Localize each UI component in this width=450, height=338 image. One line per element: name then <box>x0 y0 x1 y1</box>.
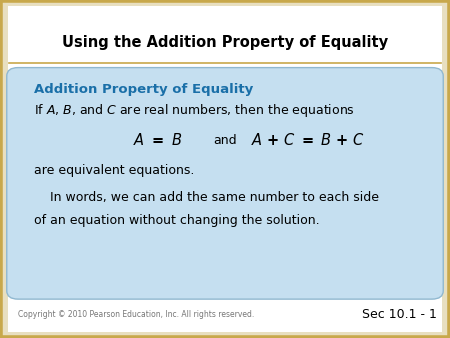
Text: In words, we can add the same number to each side: In words, we can add the same number to … <box>34 191 379 204</box>
Text: Sec 10.1 - 1: Sec 10.1 - 1 <box>362 308 436 321</box>
Text: Copyright © 2010 Pearson Education, Inc. All rights reserved.: Copyright © 2010 Pearson Education, Inc.… <box>18 310 254 319</box>
Text: are equivalent equations.: are equivalent equations. <box>34 164 194 177</box>
Text: $\mathbf{\mathit{A}}$ $\mathbf{=}$ $\mathbf{\mathit{B}}$: $\mathbf{\mathit{A}}$ $\mathbf{=}$ $\mat… <box>133 132 182 148</box>
Text: of an equation without changing the solution.: of an equation without changing the solu… <box>34 214 320 227</box>
Text: $\mathbf{\mathit{A}}$ $\mathbf{+}$ $\mathbf{\mathit{C}}$ $\mathbf{=}$ $\mathbf{\: $\mathbf{\mathit{A}}$ $\mathbf{+}$ $\mat… <box>252 132 365 148</box>
Text: If $\mathit{A}$, $\mathit{B}$, and $\mathit{C}$ are real numbers, then the equat: If $\mathit{A}$, $\mathit{B}$, and $\mat… <box>34 102 355 119</box>
FancyBboxPatch shape <box>7 68 443 299</box>
Text: Addition Property of Equality: Addition Property of Equality <box>34 83 253 96</box>
Text: Using the Addition Property of Equality: Using the Addition Property of Equality <box>62 35 388 50</box>
FancyBboxPatch shape <box>8 6 442 332</box>
Text: and: and <box>213 134 237 147</box>
